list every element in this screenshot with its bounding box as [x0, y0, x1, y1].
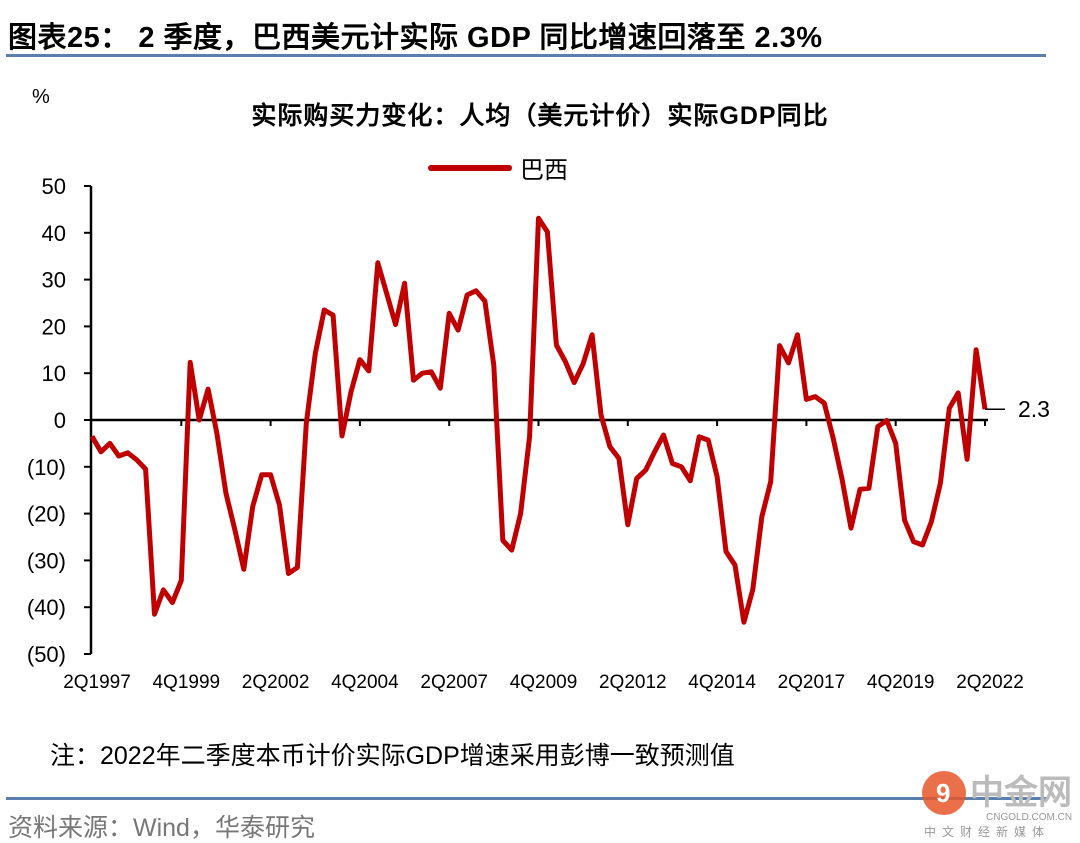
svg-text:中文财经新媒体: 中文财经新媒体 — [924, 824, 1050, 839]
watermark-logo: 9 中金网 CNGOLD.COM.CN 中文财经新媒体 — [922, 768, 1080, 843]
source-text: 资料来源：Wind，华泰研究 — [8, 814, 315, 842]
y-tick-label: 30 — [42, 268, 66, 293]
x-tick-label: 2Q1997 — [63, 672, 131, 693]
last-value-label: 2.3 — [1018, 396, 1050, 422]
footer-divider — [6, 797, 1046, 800]
chart-note: 注：2022年二季度本币计价实际GDP增速采用彭博一致预测值 — [50, 742, 735, 770]
svg-text:9: 9 — [936, 778, 950, 808]
series-line-brazil — [89, 215, 988, 625]
y-axis-unit: % — [32, 86, 50, 108]
y-tick-label: 40 — [42, 221, 66, 246]
x-tick-label: 4Q2004 — [331, 672, 399, 693]
x-tick-label: 4Q1999 — [152, 672, 220, 693]
y-tick-label: (20) — [27, 502, 66, 527]
legend-label: 巴西 — [520, 157, 568, 184]
y-tick-label: 50 — [42, 174, 66, 199]
legend: 巴西 — [428, 150, 568, 185]
x-tick-label: 2Q2012 — [599, 672, 667, 693]
y-tick-label: 20 — [42, 314, 66, 339]
title-divider — [6, 54, 1046, 57]
x-tick-label: 2Q2017 — [778, 672, 846, 693]
x-tick-label: 2Q2002 — [242, 672, 310, 693]
legend-swatch — [428, 164, 512, 171]
y-tick-label: 10 — [42, 361, 66, 386]
chart-title: 实际购买力变化：人均（美元计价）实际GDP同比 — [251, 102, 829, 130]
x-tick-label: 4Q2019 — [867, 672, 935, 693]
y-tick-label: (50) — [27, 642, 66, 667]
svg-text:CNGOLD.COM.CN: CNGOLD.COM.CN — [986, 812, 1072, 823]
x-tick-label: 2Q2022 — [956, 672, 1024, 693]
x-tick-label: 4Q2009 — [510, 672, 578, 693]
x-tick-label: 2Q2007 — [420, 672, 488, 693]
x-tick-label: 4Q2014 — [688, 672, 756, 693]
y-tick-label: (10) — [27, 455, 66, 480]
y-tick-label: (40) — [27, 595, 66, 620]
svg-text:中金网: 中金网 — [970, 773, 1072, 812]
figure-title: 图表25： 2 季度，巴西美元计实际 GDP 同比增速回落至 2.3% — [8, 22, 823, 54]
y-tick-label: 0 — [54, 408, 66, 433]
y-tick-label: (30) — [27, 548, 66, 573]
